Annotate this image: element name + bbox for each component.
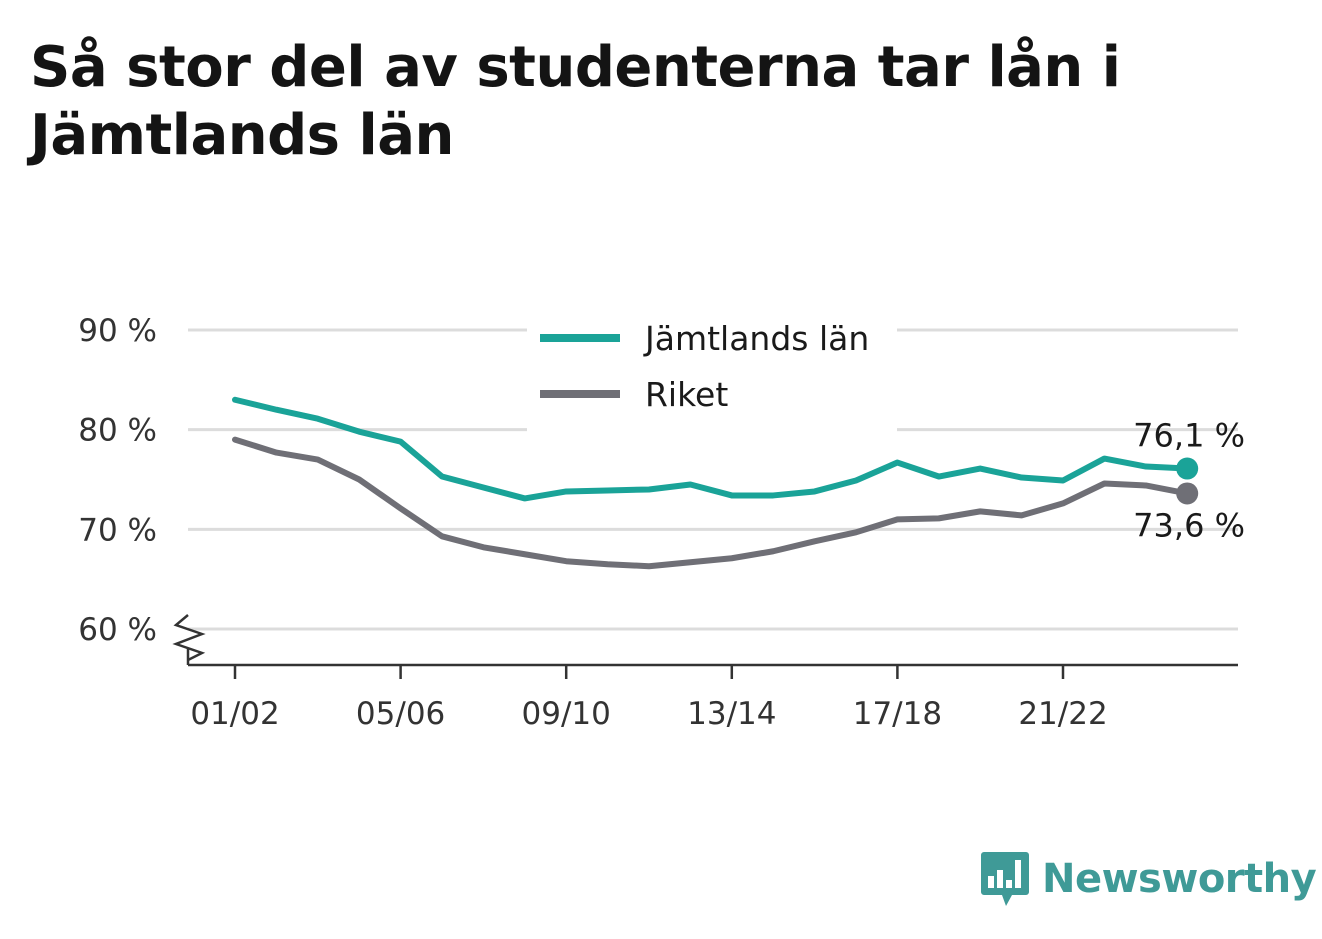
x-tick-label: 01/02	[190, 696, 279, 732]
end-point	[1176, 457, 1199, 480]
end-point	[1176, 482, 1199, 505]
chart-title: Så stor del av studenterna tar lån i Jäm…	[30, 35, 1121, 168]
legend-label: Jämtlands län	[643, 319, 869, 358]
series-lines	[232, 396, 1199, 570]
brand-logo: Newsworthy	[980, 850, 1317, 908]
x-tick-label: 09/10	[522, 696, 611, 732]
end-labels: 76,1 % 73,6 %	[1133, 417, 1245, 545]
y-tick-label: 60 %	[78, 612, 157, 648]
y-tick-label: 90 %	[78, 313, 157, 349]
y-tick-label: 80 %	[78, 413, 157, 449]
newsworthy-logo-icon	[981, 852, 1029, 906]
x-tick-label: 17/18	[853, 696, 942, 732]
series-line	[232, 396, 1191, 502]
legend: Jämtlands län Riket	[527, 316, 897, 432]
y-tick-label: 70 %	[78, 512, 157, 548]
series-line	[232, 436, 1191, 570]
x-axis-ticks: 01/02 05/06 09/10 13/14 17/18 21/22	[190, 665, 1108, 732]
x-axis	[172, 614, 1238, 667]
y-axis-ticks: 60 % 70 % 80 % 90 %	[78, 313, 157, 648]
x-tick-label: 13/14	[687, 696, 776, 732]
axis-break-marker	[172, 614, 206, 662]
legend-label: Riket	[645, 375, 728, 414]
end-label-riket: 73,6 %	[1133, 506, 1245, 544]
x-tick-label: 21/22	[1018, 696, 1107, 732]
x-tick-label: 05/06	[356, 696, 445, 732]
brand-name: Newsworthy	[1042, 856, 1317, 902]
end-label-jamtland: 76,1 %	[1133, 417, 1245, 455]
